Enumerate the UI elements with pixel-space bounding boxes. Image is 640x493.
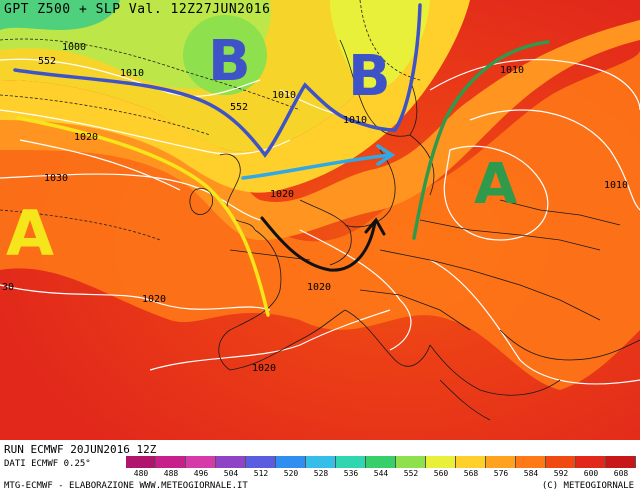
pressure-label: 1020 [252, 363, 276, 374]
pressure-label: 1030 [44, 173, 68, 184]
ridge-line-yellow [16, 116, 270, 317]
field-552-nw [183, 15, 267, 95]
trough-line-blue [13, 3, 422, 158]
scale-swatch [216, 456, 246, 468]
scale-swatch [156, 456, 186, 468]
scale-swatch [126, 456, 156, 468]
scale-tick-label: 600 [583, 469, 599, 478]
scale-tick-label: 520 [283, 469, 299, 478]
flow-arrow-black [260, 216, 377, 272]
scale-swatch [366, 456, 396, 468]
map-canvas: 1000 552 1010 552 1010 1020 1010 1030 10… [0, 0, 640, 440]
pressure-label: 1010 [343, 115, 367, 126]
scale-swatch [546, 456, 576, 468]
scale-tick-label: 512 [253, 469, 269, 478]
flow-arrow-cyan-head [376, 144, 396, 166]
pressure-label: 552 [38, 56, 56, 67]
scale-tick-label: 488 [163, 469, 179, 478]
field-536 [0, 0, 120, 30]
ridge-line-green [412, 40, 550, 240]
color-scale-bar [126, 456, 636, 468]
pressure-label: 1010 [604, 180, 628, 191]
pressure-label: 1020 [142, 294, 166, 305]
scale-swatch [336, 456, 366, 468]
scale-swatch [576, 456, 606, 468]
pressure-label: 552 [230, 102, 248, 113]
scale-tick-label: 480 [133, 469, 149, 478]
pressure-label: 1020 [307, 282, 331, 293]
pressure-label: 1000 [62, 42, 86, 53]
data-source-label: DATI ECMWF 0.25° [4, 459, 91, 469]
scale-swatch [276, 456, 306, 468]
flow-arrow-black-head [364, 217, 386, 236]
scale-tick-label: 608 [613, 469, 629, 478]
scale-swatch [486, 456, 516, 468]
pressure-label: 1010 [120, 68, 144, 79]
scale-swatch [426, 456, 456, 468]
low-pressure-label-north: B [348, 44, 391, 109]
scale-swatch [606, 456, 636, 468]
pressure-label: 1010 [500, 65, 524, 76]
scale-swatch [306, 456, 336, 468]
scale-swatch [396, 456, 426, 468]
coastlines [189, 39, 640, 421]
scale-tick-label: 576 [493, 469, 509, 478]
scale-swatch [186, 456, 216, 468]
copyright-label: (C) METEOGIORNALE [541, 481, 634, 491]
low-pressure-label-west: B [208, 29, 251, 94]
pressure-label: 1020 [74, 132, 98, 143]
high-pressure-label-west: A [6, 197, 54, 270]
pressure-label: 1020 [270, 189, 294, 200]
flow-arrow-cyan [241, 153, 392, 180]
scale-tick-label: 568 [463, 469, 479, 478]
field-552-north [330, 0, 430, 89]
scale-tick-label: 496 [193, 469, 209, 478]
pressure-labels: 1000 552 1010 552 1010 1020 1010 1030 10… [2, 42, 628, 374]
height-contours [0, 0, 421, 241]
high-pressure-label-east: A [474, 152, 518, 217]
scale-tick-label: 560 [433, 469, 449, 478]
pressure-label: 1010 [272, 90, 296, 101]
credit-label: MTG-ECMWF - ELABORAZIONE WWW.METEOGIORNA… [4, 481, 248, 491]
scale-tick-label: 584 [523, 469, 539, 478]
scale-tick-label: 536 [343, 469, 359, 478]
field-568 [0, 0, 470, 193]
scale-swatch [516, 456, 546, 468]
model-run-label: RUN ECMWF 20JUN2016 12Z [4, 443, 157, 456]
color-scale-labels: 480 488 496 504 512 520 528 536 544 552 560 568 576 5… [126, 469, 636, 479]
scale-tick-label: 528 [313, 469, 329, 478]
pressure-label: 30 [2, 282, 14, 293]
scale-tick-label: 592 [553, 469, 569, 478]
scale-swatch [246, 456, 276, 468]
scale-tick-label: 544 [373, 469, 389, 478]
scale-swatch [456, 456, 486, 468]
scale-tick-label: 504 [223, 469, 239, 478]
scale-tick-label: 552 [403, 469, 419, 478]
map-title: GPT Z500 + SLP Val. 12Z27JUN2016 [4, 2, 271, 17]
